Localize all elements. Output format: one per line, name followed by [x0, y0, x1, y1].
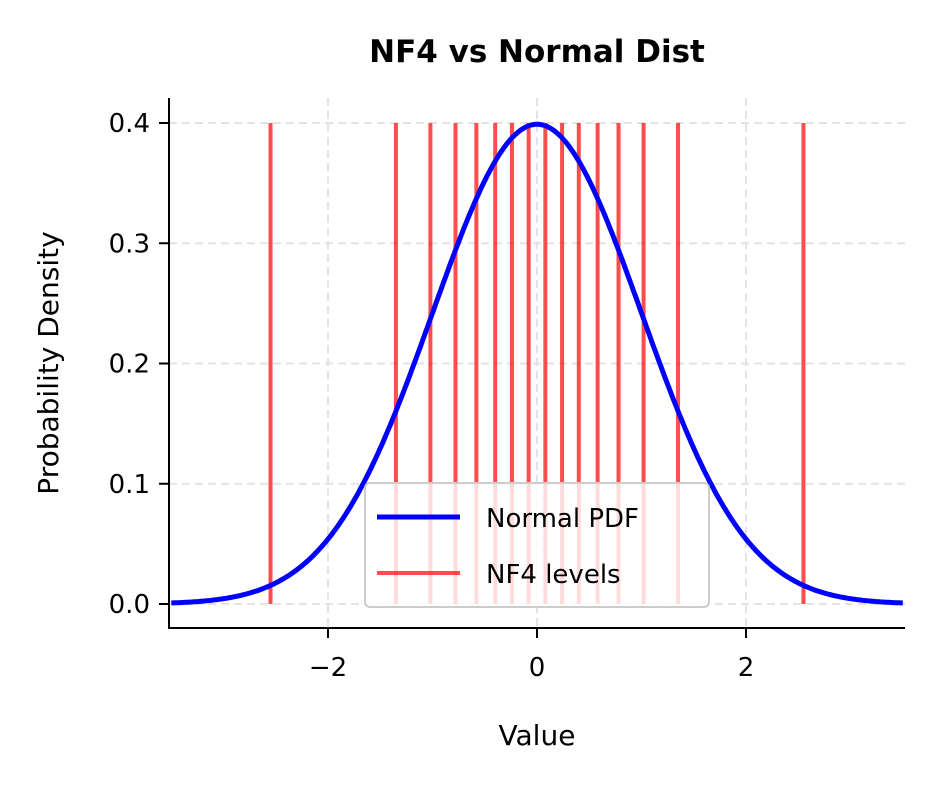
x-ticks: −2 0 2 — [309, 628, 754, 683]
normal-pdf-line — [171, 121, 903, 606]
legend-box — [364, 482, 710, 608]
legend-label-normal-pdf: Normal PDF — [486, 504, 639, 534]
y-ticks: 0.0 0.1 0.2 0.3 0.4 — [109, 109, 169, 620]
x-tick-label: 0 — [529, 653, 546, 683]
legend: Normal PDF NF4 levels — [364, 482, 710, 608]
x-axis-label: Value — [499, 719, 576, 752]
y-tick-label: 0.2 — [109, 350, 150, 380]
legend-label-nf4-levels: NF4 levels — [486, 560, 621, 590]
x-tick-label: −2 — [309, 653, 347, 683]
y-tick-label: 0.1 — [109, 470, 150, 500]
chart-title: NF4 vs Normal Dist — [369, 34, 705, 70]
y-axis-label: Probability Density — [32, 231, 65, 494]
y-tick-label: 0.0 — [109, 590, 150, 620]
x-tick-label: 2 — [738, 653, 755, 683]
y-tick-label: 0.3 — [109, 229, 150, 259]
y-tick-label: 0.4 — [109, 109, 150, 139]
